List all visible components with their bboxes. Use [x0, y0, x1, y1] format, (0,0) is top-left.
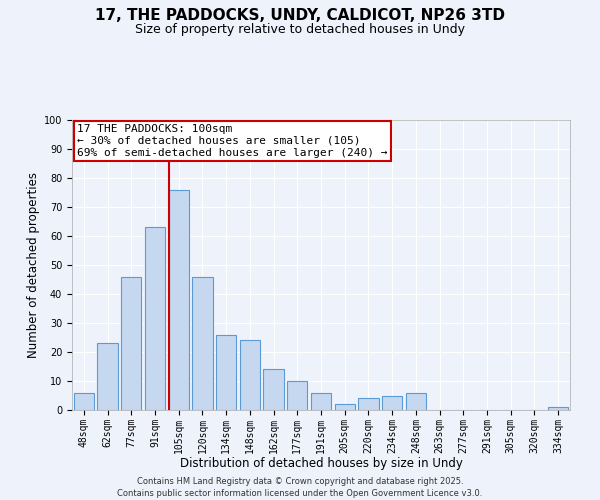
Text: 17, THE PADDOCKS, UNDY, CALDICOT, NP26 3TD: 17, THE PADDOCKS, UNDY, CALDICOT, NP26 3…	[95, 8, 505, 22]
Bar	[97, 344, 118, 410]
Bar	[263, 370, 284, 410]
Bar	[382, 396, 402, 410]
Bar	[287, 381, 307, 410]
Bar	[548, 407, 568, 410]
X-axis label: Distribution of detached houses by size in Undy: Distribution of detached houses by size …	[179, 457, 463, 470]
Bar	[358, 398, 379, 410]
Y-axis label: Number of detached properties: Number of detached properties	[27, 172, 40, 358]
Bar	[121, 276, 142, 410]
Bar	[145, 228, 165, 410]
Bar	[216, 334, 236, 410]
Bar	[74, 392, 94, 410]
Text: Contains HM Land Registry data © Crown copyright and database right 2025.
Contai: Contains HM Land Registry data © Crown c…	[118, 476, 482, 498]
Text: Size of property relative to detached houses in Undy: Size of property relative to detached ho…	[135, 22, 465, 36]
Bar	[335, 404, 355, 410]
Bar	[311, 392, 331, 410]
Bar	[240, 340, 260, 410]
Text: 17 THE PADDOCKS: 100sqm
← 30% of detached houses are smaller (105)
69% of semi-d: 17 THE PADDOCKS: 100sqm ← 30% of detache…	[77, 124, 388, 158]
Bar	[193, 276, 212, 410]
Bar	[406, 392, 426, 410]
Bar	[169, 190, 189, 410]
